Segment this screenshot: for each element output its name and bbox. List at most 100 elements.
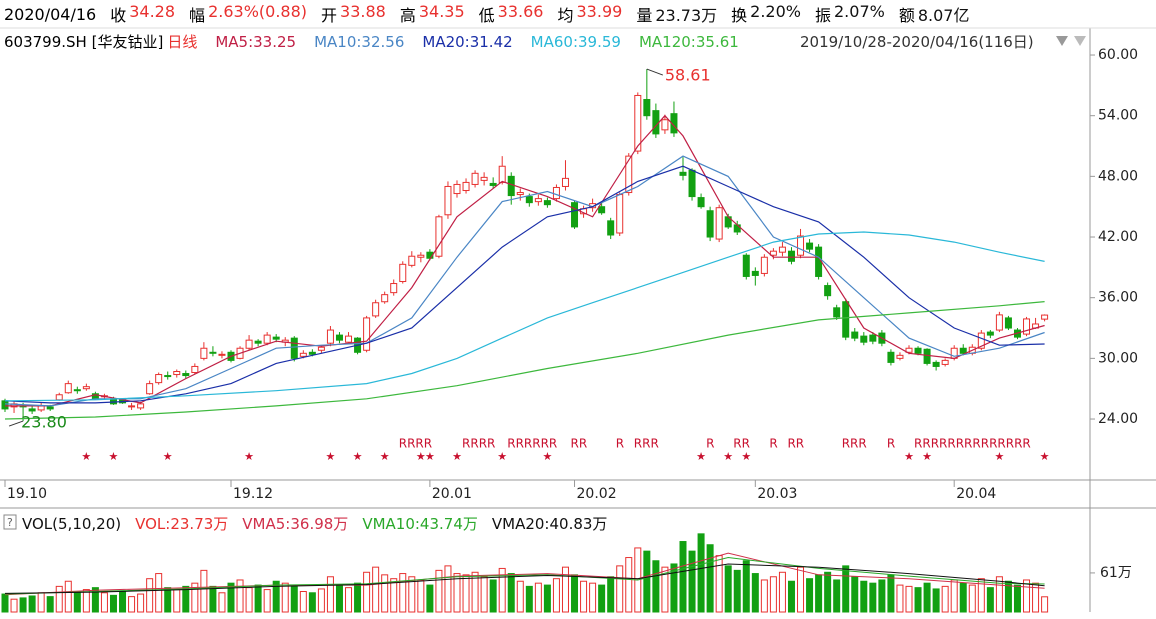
- signal-r: RRRRRRRRRRRRRR: [914, 437, 1031, 451]
- volume-bar: [1004, 580, 1012, 613]
- y-tick-label: 60.00: [1098, 47, 1138, 63]
- legend-entry: VMA20:40.83万: [491, 515, 608, 533]
- volume-bar: [616, 565, 624, 613]
- candle-body: [1023, 318, 1031, 335]
- candle-body: [308, 351, 316, 355]
- signal-star: ★: [497, 450, 507, 463]
- field-value: 2.07%: [834, 2, 885, 21]
- volume-bar: [182, 585, 190, 613]
- field-label: 换: [731, 6, 748, 25]
- volume-bar: [399, 573, 407, 613]
- signal-r: RRRR: [399, 437, 432, 451]
- signal-star: ★: [326, 450, 336, 463]
- quote-field: 开 33.88: [321, 2, 386, 26]
- volume-bar: [218, 592, 226, 613]
- volume-bar: [55, 585, 63, 613]
- candle-body: [498, 165, 506, 183]
- candle-body: [923, 348, 931, 364]
- candle-body: [381, 294, 389, 303]
- candle-body: [833, 307, 841, 318]
- volume-bar: [317, 588, 325, 613]
- candle-body: [787, 250, 795, 262]
- volume-bar: [480, 576, 488, 613]
- signal-r: R: [706, 437, 714, 451]
- signal-star: ★: [353, 450, 363, 463]
- y-tick-label: 30.00: [1098, 350, 1138, 366]
- candle-body: [155, 374, 163, 384]
- field-label: 开: [321, 6, 338, 25]
- legend-entry: MA20:31.42: [422, 32, 513, 51]
- volume-bar: [896, 584, 904, 613]
- signal-r: RR: [787, 437, 804, 451]
- candle-body: [896, 354, 904, 359]
- volume-bar: [905, 585, 913, 613]
- date-range: 2019/10/28-2020/04/16(116日): [800, 33, 1034, 51]
- field-value: 23.73万: [655, 6, 718, 25]
- quote-field: 收 34.28: [110, 2, 175, 26]
- help-icon[interactable]: [3, 514, 17, 530]
- max-pointer: [646, 68, 664, 76]
- volume-bar: [263, 589, 271, 613]
- volume-bar: [679, 541, 687, 613]
- ma-line: [4, 301, 1045, 420]
- period: 日线: [167, 33, 198, 51]
- candle-body: [128, 405, 136, 408]
- min-pointer: [8, 420, 24, 427]
- field-label: 幅: [189, 6, 206, 25]
- volume-bar: [326, 576, 334, 613]
- candle-body: [679, 171, 687, 176]
- ma-legend: 603799.SH [华友钴业] 日线 MA5:33.25 MA10:32.56 MA2…: [4, 31, 1034, 52]
- volume-bar: [363, 571, 371, 613]
- candle-body: [55, 394, 63, 401]
- volume-bar: [100, 592, 108, 613]
- candle-body: [146, 383, 154, 395]
- volume-bar: [878, 579, 886, 613]
- candle-body: [245, 339, 253, 349]
- volume-bar: [1041, 596, 1049, 613]
- candle-body: [46, 406, 54, 410]
- volume-bar: [986, 587, 994, 613]
- candle-body: [408, 255, 416, 266]
- y-tick-label: 36.00: [1098, 290, 1138, 306]
- volume-bar: [724, 565, 732, 613]
- signal-star: ★: [416, 450, 426, 463]
- volume-bar: [923, 582, 931, 613]
- legend-entry: MA5:33.25: [215, 32, 297, 51]
- candle-body: [507, 175, 515, 197]
- candle-body: [652, 110, 660, 135]
- volume-bar: [706, 544, 714, 613]
- candle-body: [28, 408, 36, 412]
- volume-bar: [1023, 579, 1031, 613]
- volume-bar: [146, 578, 154, 613]
- volume-bar: [335, 584, 343, 613]
- dropdown-icon[interactable]: [1074, 36, 1086, 46]
- legend-entry: MA60:39.59: [530, 32, 621, 51]
- volume-bar: [860, 580, 868, 613]
- volume-bar: [887, 574, 895, 613]
- volume-bar: [914, 587, 922, 613]
- volume-bar: [580, 580, 588, 613]
- quote-field: 换 2.20%: [731, 2, 801, 26]
- max-label: 58.61: [665, 66, 711, 85]
- volume-bar: [119, 591, 127, 613]
- candle-body: [697, 197, 705, 208]
- volume-bar: [760, 579, 768, 613]
- field-value: 2.20%: [750, 2, 801, 21]
- volume-bar: [742, 560, 750, 613]
- volume-bar: [950, 579, 958, 613]
- candle-body: [760, 256, 768, 274]
- candle-body: [941, 359, 949, 365]
- candle-body: [851, 331, 859, 339]
- volume-bar: [137, 593, 145, 613]
- volume-bar: [227, 582, 235, 613]
- candle-body: [272, 336, 280, 340]
- dropdown-icon[interactable]: [1056, 36, 1068, 46]
- candle-body: [82, 386, 90, 390]
- volume-bar: [390, 578, 398, 613]
- volume-bar: [625, 557, 633, 613]
- volume-bar: [209, 585, 217, 613]
- volume-bar: [245, 587, 253, 613]
- volume-bar: [787, 580, 795, 613]
